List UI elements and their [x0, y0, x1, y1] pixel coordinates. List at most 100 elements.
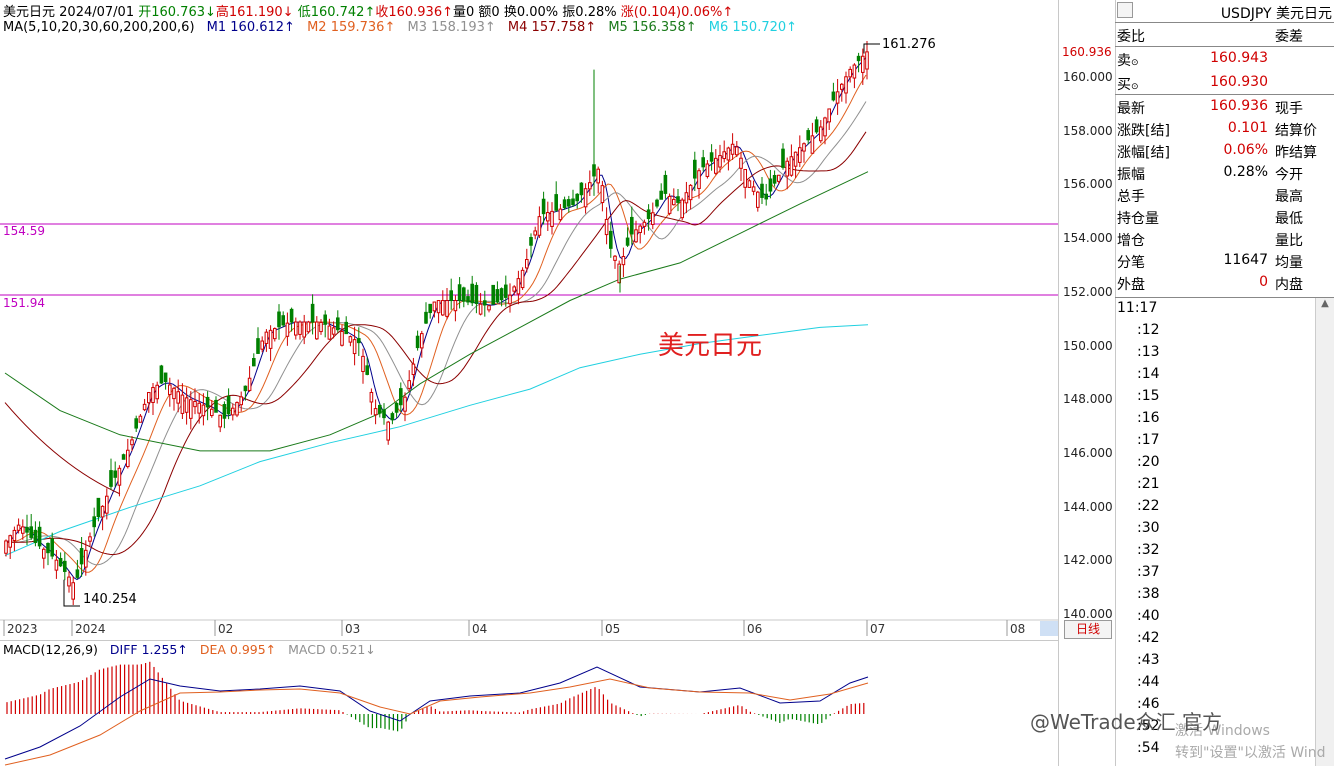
quote-header: 美元日元 2024/07/01 开160.763↓高161.190↓ 低160.…	[3, 1, 733, 20]
candle-body	[558, 208, 563, 221]
candle-body	[844, 76, 848, 94]
candle-body	[163, 372, 168, 383]
candle-body	[226, 395, 231, 415]
candle-body	[646, 209, 651, 220]
sell-circle-icon: ⊙	[1131, 58, 1139, 68]
quote-row-value: 0.06%	[1223, 142, 1268, 158]
kline-chart[interactable]: 2023 2024 02 03 04 05 06 07 08 美元日元 2024/07/01 开…	[0, 0, 1058, 640]
price-tick-label: 148.000	[1063, 392, 1113, 407]
quote-row: 外盘 0 内盘	[1115, 272, 1334, 294]
candle-body	[252, 358, 256, 367]
candle-body	[84, 549, 88, 568]
x-tick-label: 2024	[75, 622, 106, 636]
candle-body	[604, 218, 609, 236]
candle-body	[642, 221, 647, 227]
macd-panel[interactable]: MACD(12,26,9) DIFF 1.255↑ DEA 0.995↑ MAC…	[0, 640, 1058, 767]
candle-body	[390, 413, 395, 421]
candle-body	[575, 193, 580, 202]
quote-row: 增仓 量比	[1115, 228, 1334, 250]
candle-body	[302, 321, 306, 338]
tick-time: :38	[1137, 586, 1160, 602]
quote-turnover: 换0.00%	[503, 5, 559, 20]
candle-body	[378, 404, 382, 414]
candle-body	[319, 321, 323, 333]
candle-body	[751, 186, 756, 192]
candle-body	[50, 538, 55, 557]
macd-svg[interactable]	[0, 641, 1058, 767]
quote-close: 收160.936↑	[375, 5, 453, 20]
candle-body	[478, 303, 483, 315]
candle-body	[268, 329, 273, 349]
candle-body	[88, 536, 92, 542]
tick-time: :20	[1137, 454, 1160, 470]
candle-body	[697, 170, 701, 189]
candle-body	[781, 148, 785, 168]
candle-body	[491, 284, 495, 305]
candle-body	[487, 305, 491, 311]
price-tick-label: 156.000	[1063, 177, 1113, 192]
panel-symbol: USDJPY 美元日元	[1115, 0, 1334, 23]
wechat-watermark: @WeTrade众汇 官方	[1030, 710, 1223, 734]
ma4-early	[4, 402, 121, 495]
candle-body	[495, 289, 500, 303]
quote-row-value: 0.28%	[1223, 164, 1268, 180]
candle-body	[499, 288, 504, 301]
kline-svg[interactable]: 2023 2024 02 03 04 05 06 07 08	[0, 0, 1058, 640]
candle-body	[730, 143, 735, 155]
ma4-line	[5, 131, 867, 556]
candle-body	[655, 199, 659, 207]
price-tick-label: 146.000	[1063, 445, 1113, 460]
candle-body	[432, 301, 437, 312]
quote-row-value: 160.936	[1210, 98, 1268, 114]
candle-body	[453, 300, 458, 312]
candle-body	[827, 108, 832, 123]
candle-body	[289, 308, 294, 323]
price-tick-label: 150.000	[1063, 338, 1113, 353]
candle-body	[109, 470, 113, 487]
candle-body	[222, 404, 227, 419]
candle-body	[735, 146, 739, 156]
quote-amplitude: 振0.28%	[562, 5, 617, 20]
buy-label: 买⊙	[1117, 77, 1139, 93]
quote-row-label-2: 最高	[1275, 189, 1303, 205]
candle-body	[785, 160, 790, 177]
price-tick-label: 152.000	[1063, 284, 1113, 299]
tick-time: :54	[1137, 740, 1160, 756]
x-tick-label: 2023	[7, 622, 38, 636]
ma2-line	[5, 74, 867, 573]
candle-body	[201, 404, 206, 417]
candle-body	[718, 155, 722, 168]
candle-body	[680, 199, 685, 219]
candle-body	[525, 259, 529, 269]
candle-body	[659, 190, 664, 200]
x-tick-label: 07	[870, 622, 885, 636]
panel-scrollbar[interactable]: ▲	[1315, 298, 1334, 766]
period-button[interactable]: 日线	[1064, 620, 1112, 639]
high-marker	[863, 43, 880, 54]
quote-volume: 量0	[453, 5, 475, 20]
scroll-up-arrow-icon[interactable]: ▲	[1321, 298, 1329, 309]
ma5-line	[4, 171, 869, 452]
candle-body	[806, 130, 811, 141]
hline-label-2: 151.94	[3, 296, 45, 310]
candle-body	[42, 548, 46, 559]
panel-toggle-button[interactable]	[1117, 2, 1133, 18]
candle-body	[113, 470, 118, 478]
candle-body	[369, 391, 374, 403]
candle-body	[243, 385, 248, 392]
candle-body	[819, 126, 823, 142]
candle-body	[100, 505, 105, 518]
candle-body	[516, 278, 521, 295]
tick-time: :15	[1137, 388, 1160, 404]
quote-row-label: 总手	[1117, 189, 1145, 205]
candle-body	[613, 255, 617, 261]
candle-body	[138, 415, 143, 423]
candle-body	[798, 147, 802, 163]
ma-m5: M5 156.358↑	[608, 20, 697, 35]
quote-row: 振幅 0.28% 今开	[1115, 162, 1334, 184]
quote-row-label: 最新	[1117, 101, 1145, 117]
candle-body	[793, 151, 798, 167]
low-marker	[63, 579, 80, 607]
ma-m6: M6 150.720↑	[708, 20, 798, 35]
x-tick-label: 06	[747, 622, 762, 636]
